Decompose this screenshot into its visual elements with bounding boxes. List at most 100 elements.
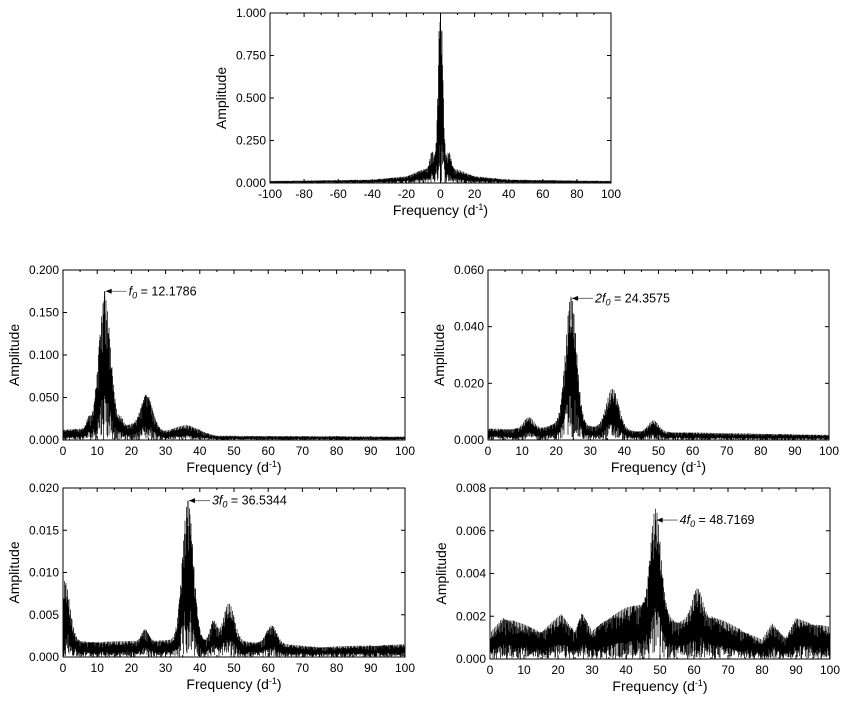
x-tick-label: 80	[754, 444, 768, 458]
x-axis-label-main: Frequency (d	[393, 202, 475, 218]
x-tick-label: 80	[570, 187, 584, 201]
peak-annotation-sub: 0	[222, 500, 227, 510]
x-tick-label: 50	[227, 444, 241, 458]
panel-4f0: 0 10 20 30 40 50 60 70 80 90 100 0.000 0.002 0.004 0.0…	[433, 481, 840, 694]
annotation-arrowhead	[188, 498, 195, 504]
x-tick-label: 90	[364, 444, 378, 458]
annotation-arrowhead	[572, 295, 579, 301]
x-axis-label-end: )	[483, 202, 488, 218]
x-axis-label-main: Frequency (d	[186, 676, 268, 692]
annotation-arrowhead	[656, 517, 663, 523]
x-tick-label: -40	[364, 187, 382, 201]
x-tick-label: 60	[536, 187, 550, 201]
peak-annotation-value: = 36.5344	[227, 494, 286, 508]
x-axis-label: Frequency (d-1)	[186, 676, 281, 692]
x-tick-label: 70	[296, 661, 310, 675]
x-tick-label: 40	[619, 663, 633, 677]
x-tick-label: 100	[395, 444, 415, 458]
x-tick-label: 40	[193, 661, 207, 675]
peak-annotation: 2f0 = 24.3575	[594, 291, 670, 307]
x-tick-label: 70	[296, 444, 310, 458]
peak-annotation-sub: 0	[690, 519, 695, 529]
y-tick-label: 0.020	[454, 376, 484, 390]
annotation-arrowhead	[105, 288, 112, 294]
y-tick-label: 0.020	[29, 481, 59, 495]
x-tick-label: 60	[686, 444, 700, 458]
x-axis-label-sup: -1	[475, 202, 483, 212]
y-tick-label: 0.000	[454, 433, 484, 447]
x-tick-label: 10	[91, 661, 105, 675]
y-tick-label: 0.000	[236, 176, 266, 190]
peak-annotation: 4f0 = 48.7169	[680, 513, 755, 529]
x-tick-label: 60	[262, 444, 276, 458]
peak-annotation-symbol: f	[129, 284, 134, 298]
x-axis-label-main: Frequency (d	[186, 459, 268, 475]
y-tick-label: 0.005	[29, 608, 59, 622]
x-axis-label-end: )	[277, 459, 282, 475]
x-axis-label-end: )	[701, 459, 706, 475]
y-tick-label: 0.200	[29, 263, 59, 277]
x-tick-label: 30	[585, 663, 599, 677]
y-axis-label: Amplitude	[213, 67, 229, 129]
x-tick-label: 0	[485, 444, 492, 458]
x-axis-label: Frequency (d-1)	[186, 459, 281, 475]
x-tick-label: 20	[551, 663, 565, 677]
peak-annotation-value: = 12.1786	[137, 284, 196, 298]
x-axis-label: Frequency (d-1)	[611, 459, 706, 475]
x-axis-label-sup: -1	[269, 459, 277, 469]
x-tick-label: 30	[584, 444, 598, 458]
y-tick-label: 0.000	[29, 433, 59, 447]
x-tick-label: 80	[330, 661, 344, 675]
x-tick-label: 90	[364, 661, 378, 675]
x-tick-label: 10	[517, 663, 531, 677]
y-tick-label: 0.050	[29, 391, 59, 405]
x-tick-label: 20	[125, 444, 139, 458]
x-tick-label: 10	[515, 444, 529, 458]
x-tick-label: -60	[330, 187, 348, 201]
x-tick-label: 40	[502, 187, 516, 201]
y-tick-label: 1.000	[236, 6, 266, 20]
x-tick-label: 40	[193, 444, 207, 458]
x-axis-label-main: Frequency (d	[612, 678, 694, 694]
y-axis-label: Amplitude	[431, 324, 447, 386]
x-tick-label: 60	[262, 661, 276, 675]
spectrum-trace	[63, 502, 405, 657]
y-tick-label: 0.150	[29, 306, 59, 320]
panel-top: -100 -80 -60 -40 -20 0 20 40 60 80 100 0.000 0.250 0.…	[213, 6, 621, 218]
x-tick-label: -20	[398, 187, 416, 201]
x-tick-label: 60	[687, 663, 701, 677]
y-tick-label: 0.000	[456, 652, 486, 666]
y-axis-label: Amplitude	[6, 324, 22, 386]
y-tick-label: 0.002	[456, 609, 486, 623]
x-tick-label: 30	[159, 661, 173, 675]
peak-annotation-symbol: 2f	[594, 291, 607, 305]
spectrum-trace	[490, 508, 830, 659]
panel-2f0: 0 10 20 30 40 50 60 70 80 90 100 0.000 0.020 0.040 0.0…	[431, 263, 839, 475]
x-axis-label-sup: -1	[269, 676, 277, 686]
y-tick-label: 0.250	[236, 134, 266, 148]
x-tick-label: 100	[395, 661, 415, 675]
x-tick-label: -100	[258, 187, 282, 201]
panel-f0: 0 10 20 30 40 50 60 70 80 90 100 0.000 0.050 0.100 0.1…	[6, 263, 415, 475]
panel-3f0: 0 10 20 30 40 50 60 70 80 90 100 0.000 0.005 0.010 0.0…	[6, 481, 415, 692]
x-tick-label: 50	[652, 444, 666, 458]
x-tick-label: 100	[819, 444, 839, 458]
x-tick-label: 80	[755, 663, 769, 677]
x-axis-label-end: )	[277, 676, 282, 692]
y-tick-label: 0.040	[454, 320, 484, 334]
peak-annotation-value: = 24.3575	[611, 291, 670, 305]
x-tick-label: 80	[330, 444, 344, 458]
x-axis-label: Frequency (d-1)	[612, 678, 707, 694]
peak-annotation-sub: 0	[132, 290, 137, 300]
x-tick-label: 100	[601, 187, 621, 201]
x-axis-label-main: Frequency (d	[611, 459, 693, 475]
x-tick-label: 0	[487, 663, 494, 677]
spectrum-trace	[488, 296, 829, 440]
x-tick-label: 20	[468, 187, 482, 201]
x-tick-label: 0	[60, 444, 67, 458]
peak-annotation: 3f0 = 36.5344	[212, 494, 287, 510]
x-tick-label: 70	[720, 444, 734, 458]
peak-annotation-value: = 48.7169	[695, 513, 754, 527]
x-tick-label: 50	[653, 663, 667, 677]
